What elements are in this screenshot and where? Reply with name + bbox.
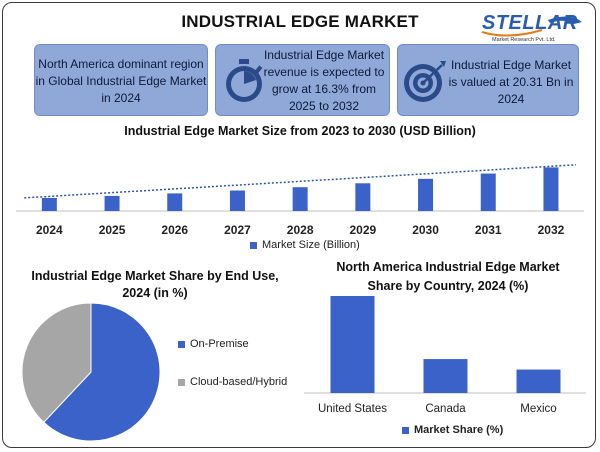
market-size-bar-2026 — [167, 193, 183, 211]
country-share-tick-canada: Canada — [425, 403, 466, 415]
market-size-tick-2024: 2024 — [36, 223, 63, 237]
market-size-legend-swatch — [250, 241, 257, 249]
pie-slice-on-premise — [43, 302, 161, 442]
market-size-chart: 2024 2025 2026 2027 2028 2029 2030 2031 2032 — [16, 164, 584, 237]
info-box-growth: Industrial Edge Market revenue is expect… — [215, 44, 390, 116]
pie-legend-swatch-on-premise — [178, 340, 185, 348]
market-size-bar-2032 — [543, 167, 559, 211]
country-share-tick-mexico: Mexico — [520, 403, 556, 415]
pie-legend-on-premise: On-Premise — [178, 338, 249, 350]
country-share-chart-title: North America Industrial Edge Market Sha… — [336, 260, 560, 293]
market-size-tick-2026: 2026 — [161, 223, 188, 237]
market-size-bar-2024 — [41, 198, 57, 211]
end-use-chart-title: Industrial Edge Market Share by End Use,… — [31, 269, 279, 300]
country-share-legend-swatch — [402, 426, 409, 434]
market-size-tick-2031: 2031 — [475, 223, 502, 237]
market-size-tick-2029: 2029 — [349, 223, 376, 237]
market-size-bar-2030 — [418, 178, 434, 211]
market-size-legend-label: Market Size (Billion) — [262, 239, 360, 251]
market-size-tick-2030: 2030 — [412, 223, 439, 237]
logo-wordmark: STELLAR — [482, 12, 578, 34]
end-use-pie-chart — [21, 302, 161, 442]
country-share-bar-united-states — [330, 296, 375, 393]
market-size-tick-2027: 2027 — [224, 223, 251, 237]
pie-legend-label-on-premise: On-Premise — [190, 338, 249, 350]
country-share-bar-canada — [423, 359, 468, 393]
country-share-legend: Market Share (%) — [402, 424, 503, 436]
market-size-chart-title: Industrial Edge Market Size from 2023 to… — [124, 124, 476, 138]
info-box-valuation-text: Industrial Edge Market is valued at 20.3… — [448, 58, 574, 106]
market-size-trendline — [24, 164, 577, 199]
market-size-bar-2029 — [355, 183, 371, 211]
info-box-growth-text: Industrial Edge Market revenue is expect… — [263, 48, 385, 113]
market-size-tick-2032: 2032 — [538, 223, 565, 237]
market-size-bar-2028 — [292, 187, 308, 211]
market-size-bar-2031 — [480, 173, 496, 211]
info-box-region: North America dominant region in Global … — [34, 44, 208, 116]
info-box-valuation: Industrial Edge Market is valued at 20.3… — [397, 44, 579, 116]
logo-swoosh-icon — [481, 16, 582, 37]
info-box-region-text: North America dominant region in Global … — [35, 57, 207, 105]
page-title: INDUSTRIAL EDGE MARKET — [181, 12, 419, 31]
pie-legend-swatch-cloud — [178, 378, 185, 386]
country-share-bar-mexico — [516, 369, 561, 393]
company-logo: STELLAR Market Research Pvt. Ltd. — [478, 10, 586, 48]
pie-slice-cloud-based-hybrid — [21, 302, 92, 424]
market-size-legend: Market Size (Billion) — [250, 239, 360, 251]
country-share-legend-label: Market Share (%) — [414, 424, 504, 436]
stopwatch-icon — [226, 59, 263, 102]
country-share-tick-united-states: United States — [318, 403, 387, 415]
market-size-bar-2025 — [104, 195, 120, 211]
market-size-tick-2028: 2028 — [287, 223, 314, 237]
market-size-tick-2025: 2025 — [99, 223, 126, 237]
pie-legend-label-cloud: Cloud-based/Hybrid — [190, 376, 288, 388]
pie-legend-cloud: Cloud-based/Hybrid — [178, 376, 287, 388]
logo-subtitle: Market Research Pvt. Ltd. — [492, 37, 556, 43]
target-icon — [404, 61, 446, 102]
market-size-bar-2027 — [229, 190, 245, 211]
country-share-chart: United States Canada Mexico — [304, 296, 586, 415]
